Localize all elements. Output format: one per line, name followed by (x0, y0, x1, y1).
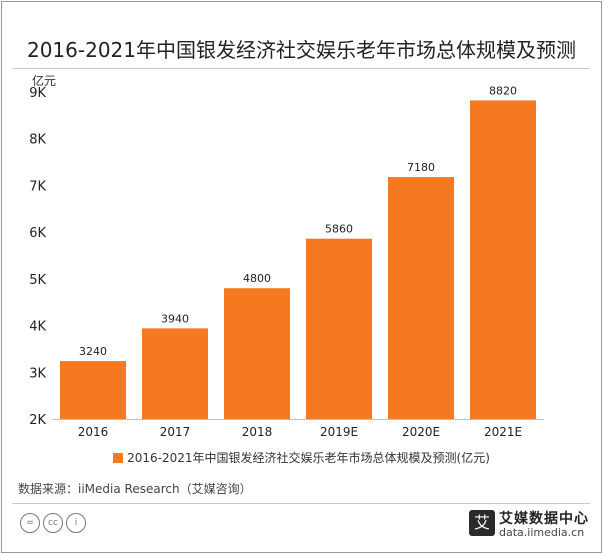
license-icons: = cc i (20, 512, 89, 533)
x-tick-label: 2021E (484, 425, 522, 439)
y-tick-label: 8K (29, 133, 46, 148)
bar-value-label: 4800 (243, 272, 271, 285)
brand-block[interactable]: 艾 艾媒数据中心 data.iimedia.cn (469, 508, 589, 542)
bar[interactable] (142, 328, 208, 419)
bar-series (60, 100, 536, 419)
y-tick-label: 3K (29, 366, 46, 381)
bar[interactable] (224, 288, 290, 419)
y-tick-label: 4K (29, 320, 46, 335)
y-axis-unit: 亿元 (32, 74, 57, 88)
title-divider (12, 68, 590, 69)
y-tick-label: 9K (29, 86, 46, 101)
y-tick-label: 2K (29, 413, 46, 428)
bar-value-label: 3940 (161, 312, 189, 325)
x-tick-label: 2020E (402, 425, 440, 439)
cc-icon: cc (43, 512, 63, 533)
data-source: 数据来源：iiMedia Research（艾媒咨询） (18, 482, 252, 496)
y-axis-ticks: 2K 3K 4K 5K 6K 7K 8K 9K (29, 86, 46, 428)
chart-title: 2016-2021年中国银发经济社交娱乐老年市场总体规模及预测 (26, 38, 576, 62)
bar-value-label: 7180 (407, 161, 435, 174)
x-axis-ticks: 2016 2017 2018 2019E 2020E 2021E (78, 425, 522, 439)
footer-divider (12, 503, 590, 504)
y-tick-label: 6K (29, 226, 46, 241)
y-tick-label: 5K (29, 273, 46, 288)
brand-logo-icon: 艾 (469, 510, 495, 536)
brand-name: 艾媒数据中心 (499, 511, 589, 527)
x-tick-label: 2018 (242, 425, 273, 439)
bar-value-label: 5860 (325, 223, 353, 236)
bar-value-label: 8820 (489, 84, 517, 97)
y-tick-label: 7K (29, 179, 46, 194)
nd-icon: = (20, 512, 40, 533)
x-tick-label: 2017 (160, 425, 191, 439)
bar-value-label: 3240 (79, 345, 107, 358)
legend-label: 2016-2021年中国银发经济社交娱乐老年市场总体规模及预测(亿元) (127, 451, 490, 465)
x-tick-label: 2016 (78, 425, 109, 439)
by-icon: i (66, 512, 86, 533)
data-labels: 3240 3940 4800 5860 7180 8820 (79, 84, 517, 358)
legend-swatch (113, 453, 124, 463)
legend[interactable]: 2016-2021年中国银发经济社交娱乐老年市场总体规模及预测(亿元) (0, 449, 603, 466)
bar[interactable] (60, 361, 126, 419)
bar[interactable] (470, 100, 536, 419)
x-tick-label: 2019E (320, 425, 358, 439)
brand-url[interactable]: data.iimedia.cn (499, 526, 585, 539)
bar[interactable] (306, 238, 372, 419)
bar[interactable] (388, 177, 454, 419)
